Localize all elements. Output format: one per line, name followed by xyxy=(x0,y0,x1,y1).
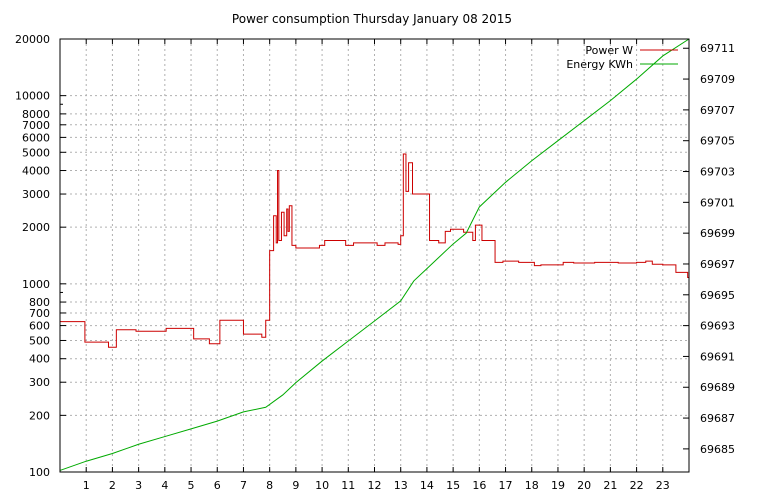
y-right-tick-label: 69685 xyxy=(700,443,735,456)
y-left-tick-label: 20000 xyxy=(15,33,50,46)
x-tick-label: 9 xyxy=(292,479,299,492)
y-right-tick-label: 69703 xyxy=(700,166,735,179)
y-right-tick-label: 69695 xyxy=(700,289,735,302)
x-tick-label: 17 xyxy=(499,479,513,492)
y-left-tick-label: 8000 xyxy=(22,108,50,121)
x-tick-label: 10 xyxy=(315,479,329,492)
y-left-tick-label: 300 xyxy=(29,376,50,389)
y-right-tick-label: 69687 xyxy=(700,412,735,425)
y-left-tick-label: 500 xyxy=(29,334,50,347)
x-tick-label: 1 xyxy=(83,479,90,492)
x-tick-label: 16 xyxy=(472,479,486,492)
legend-label: Energy KWh xyxy=(566,58,633,71)
series-layer xyxy=(59,38,690,471)
y-right-tick-label: 69691 xyxy=(700,350,735,363)
x-tick-label: 13 xyxy=(394,479,408,492)
grid-lines xyxy=(60,39,689,472)
y-left-tick-label: 5000 xyxy=(22,146,50,159)
x-tick-label: 2 xyxy=(109,479,116,492)
y-left-tick-label: 800 xyxy=(29,296,50,309)
x-tick-label: 6 xyxy=(214,479,221,492)
y-left-tick-label: 2000 xyxy=(22,221,50,234)
x-tick-label: 22 xyxy=(630,479,644,492)
y-right-tick-label: 69693 xyxy=(700,320,735,333)
y-right-tick-label: 69707 xyxy=(700,104,735,117)
y-left-tick-label: 600 xyxy=(29,320,50,333)
y-right-tick-label: 69705 xyxy=(700,135,735,148)
y-left-tick-label: 3000 xyxy=(22,188,50,201)
legend-label: Power W xyxy=(585,44,633,57)
x-tick-label: 23 xyxy=(656,479,670,492)
y-left-tick-label: 10000 xyxy=(15,90,50,103)
y-left-tick-label: 1000 xyxy=(22,278,50,291)
series-line-energy-kwh xyxy=(59,38,690,471)
y-axis-right: 69685 69687 69689 69691 69693 69695 69697 69699… xyxy=(683,42,735,456)
chart-title: Power consumption Thursday January 08 20… xyxy=(232,12,512,26)
y-right-tick-label: 69689 xyxy=(700,381,735,394)
x-tick-label: 19 xyxy=(551,479,565,492)
y-right-tick-label: 69709 xyxy=(700,73,735,86)
y-left-tick-label: 6000 xyxy=(22,131,50,144)
x-tick-label: 7 xyxy=(240,479,247,492)
y-left-tick-label: 400 xyxy=(29,353,50,366)
x-tick-label: 14 xyxy=(420,479,434,492)
x-axis: 1 2 3 4 5 6 7 8 9 10 11 12 13 14 15 16 17 18 19 20 21 22 23 xyxy=(83,39,670,492)
x-tick-label: 20 xyxy=(577,479,591,492)
x-tick-label: 21 xyxy=(603,479,617,492)
x-tick-label: 15 xyxy=(446,479,460,492)
y-right-tick-label: 69711 xyxy=(700,42,735,55)
y-right-tick-label: 69697 xyxy=(700,258,735,271)
x-tick-label: 4 xyxy=(161,479,168,492)
x-tick-label: 3 xyxy=(135,479,142,492)
series-line-power-w xyxy=(60,153,689,348)
y-right-tick-label: 69699 xyxy=(700,227,735,240)
y-left-tick-label: 700 xyxy=(29,307,50,320)
y-left-tick-label: 100 xyxy=(29,466,50,479)
x-tick-label: 8 xyxy=(266,479,273,492)
y-left-tick-label: 200 xyxy=(29,409,50,422)
y-left-tick-label: 4000 xyxy=(22,165,50,178)
x-tick-label: 11 xyxy=(341,479,355,492)
x-tick-label: 18 xyxy=(525,479,539,492)
x-tick-label: 5 xyxy=(188,479,195,492)
x-tick-label: 12 xyxy=(368,479,382,492)
y-right-tick-label: 69701 xyxy=(700,196,735,209)
y-left-tick-label: 7000 xyxy=(22,119,50,132)
